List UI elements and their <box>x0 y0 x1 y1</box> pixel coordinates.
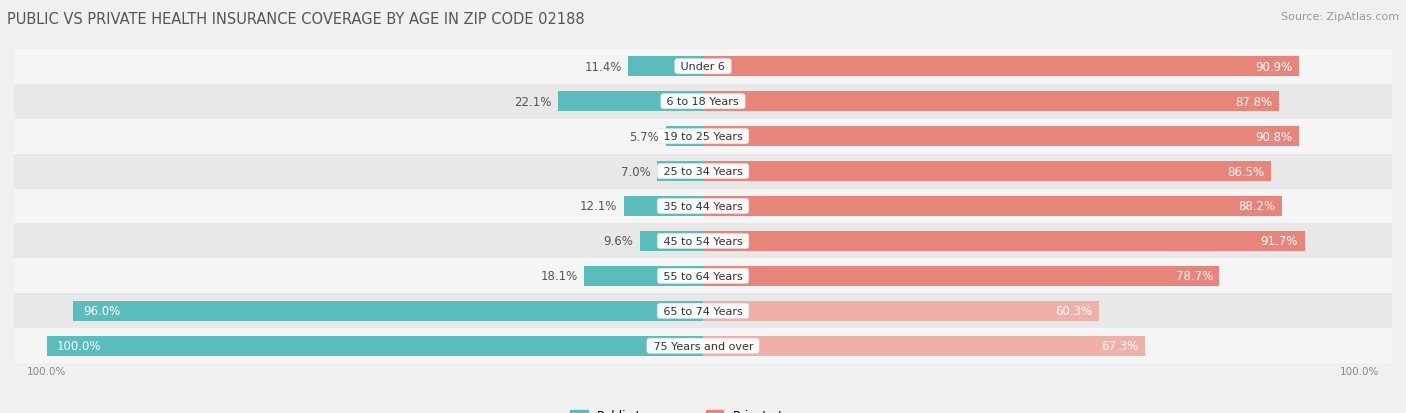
Text: 6 to 18 Years: 6 to 18 Years <box>664 97 742 107</box>
Bar <box>703 197 1282 216</box>
Bar <box>0 329 1406 363</box>
Bar <box>703 57 1299 77</box>
Text: 22.1%: 22.1% <box>515 95 551 108</box>
Text: 96.0%: 96.0% <box>83 305 120 318</box>
Bar <box>0 119 1406 154</box>
Text: 86.5%: 86.5% <box>1227 165 1264 178</box>
Text: Under 6: Under 6 <box>678 62 728 72</box>
Bar <box>0 84 1406 119</box>
Bar <box>640 231 703 252</box>
Bar <box>703 301 1098 321</box>
Bar <box>0 50 1406 84</box>
Text: 91.7%: 91.7% <box>1261 235 1298 248</box>
Text: 25 to 34 Years: 25 to 34 Years <box>659 166 747 177</box>
Text: 100.0%: 100.0% <box>56 339 101 352</box>
Text: 88.2%: 88.2% <box>1239 200 1275 213</box>
Text: 90.8%: 90.8% <box>1256 130 1292 143</box>
Bar <box>0 294 1406 329</box>
Bar <box>703 231 1305 252</box>
Text: Source: ZipAtlas.com: Source: ZipAtlas.com <box>1281 12 1399 22</box>
Text: 7.0%: 7.0% <box>621 165 651 178</box>
Bar <box>73 301 703 321</box>
Legend: Public Insurance, Private Insurance: Public Insurance, Private Insurance <box>565 404 841 413</box>
Bar <box>703 92 1279 112</box>
Text: 19 to 25 Years: 19 to 25 Years <box>659 132 747 142</box>
Text: 90.9%: 90.9% <box>1256 61 1294 74</box>
Text: 78.7%: 78.7% <box>1175 270 1213 283</box>
Text: 11.4%: 11.4% <box>585 61 621 74</box>
Bar <box>558 92 703 112</box>
Text: 45 to 54 Years: 45 to 54 Years <box>659 236 747 247</box>
Text: 12.1%: 12.1% <box>579 200 617 213</box>
Bar <box>585 266 703 286</box>
Bar <box>703 127 1299 147</box>
Bar <box>624 197 703 216</box>
Bar <box>665 127 703 147</box>
Bar <box>0 154 1406 189</box>
Text: 75 Years and over: 75 Years and over <box>650 341 756 351</box>
Bar <box>0 189 1406 224</box>
Bar <box>703 336 1144 356</box>
Bar <box>657 161 703 182</box>
Bar <box>703 161 1271 182</box>
Bar <box>703 266 1219 286</box>
Text: 5.7%: 5.7% <box>630 130 659 143</box>
Text: 87.8%: 87.8% <box>1236 95 1272 108</box>
Text: 60.3%: 60.3% <box>1054 305 1092 318</box>
Text: 67.3%: 67.3% <box>1101 339 1137 352</box>
Bar <box>628 57 703 77</box>
Bar <box>0 259 1406 294</box>
Text: 65 to 74 Years: 65 to 74 Years <box>659 306 747 316</box>
Text: 55 to 64 Years: 55 to 64 Years <box>659 271 747 281</box>
Bar <box>0 224 1406 259</box>
Text: 35 to 44 Years: 35 to 44 Years <box>659 202 747 211</box>
Bar <box>46 336 703 356</box>
Text: 18.1%: 18.1% <box>540 270 578 283</box>
Text: PUBLIC VS PRIVATE HEALTH INSURANCE COVERAGE BY AGE IN ZIP CODE 02188: PUBLIC VS PRIVATE HEALTH INSURANCE COVER… <box>7 12 585 27</box>
Text: 9.6%: 9.6% <box>603 235 634 248</box>
